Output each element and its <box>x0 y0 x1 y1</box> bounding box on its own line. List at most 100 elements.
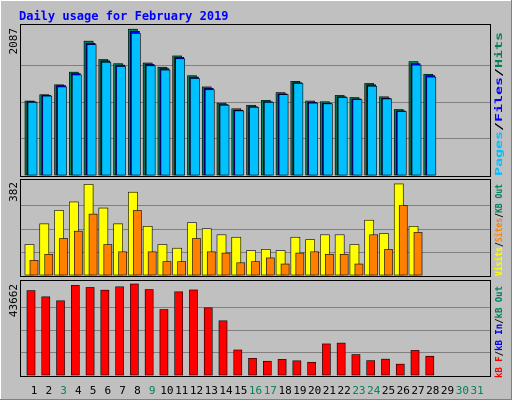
bar-kbf-day-1 <box>26 290 36 376</box>
bar-sites-day-16 <box>251 261 260 276</box>
bar-pages-day-18 <box>278 94 289 176</box>
day-label-19: 19 <box>293 384 306 397</box>
legend-part: / <box>494 242 505 247</box>
day-label-11: 11 <box>175 384 188 397</box>
legend-part: / <box>494 351 505 356</box>
bar-pages-day-10 <box>160 69 171 176</box>
bar-sites-day-9 <box>147 251 157 276</box>
bar-pages-day-20 <box>308 102 318 176</box>
legend-part: kB In <box>494 324 505 351</box>
bar-kbf-day-26 <box>395 363 405 376</box>
day-label-21: 21 <box>323 384 336 397</box>
legend-part: / <box>494 318 505 323</box>
y-max-label-visits_sites: 382 <box>7 182 20 202</box>
bar-sites-day-4 <box>74 230 83 276</box>
bar-pages-day-11 <box>175 58 185 176</box>
legend-part: KB Out <box>494 184 505 213</box>
day-label-9: 9 <box>149 384 156 397</box>
day-label-22: 22 <box>338 384 351 397</box>
bar-pages-day-23 <box>352 99 363 176</box>
day-label-20: 20 <box>308 384 321 397</box>
bar-sites-day-26 <box>398 205 408 276</box>
bar-sites-day-19 <box>295 252 305 276</box>
day-label-1: 1 <box>31 384 38 397</box>
day-label-8: 8 <box>134 384 141 397</box>
bar-kbf-day-9 <box>144 289 154 376</box>
legend-part: Hits <box>493 32 505 68</box>
day-label-7: 7 <box>119 384 126 397</box>
bar-pages-day-4 <box>72 74 82 176</box>
day-label-28: 28 <box>426 384 439 397</box>
bar-sites-day-24 <box>369 234 379 276</box>
day-label-14: 14 <box>219 384 233 397</box>
legend-part: kB F <box>494 356 505 378</box>
bar-visits-day-10 <box>157 244 168 276</box>
bar-pages-day-12 <box>190 78 200 176</box>
bar-kbf-day-22 <box>336 342 346 376</box>
bar-kbf-day-12 <box>189 289 198 376</box>
bar-sites-day-7 <box>118 251 127 276</box>
bar-sites-day-23 <box>354 263 364 276</box>
day-label-17: 17 <box>264 384 277 397</box>
bar-kbf-day-18 <box>277 359 287 376</box>
day-label-10: 10 <box>160 384 173 397</box>
legend-part: kB Out <box>494 286 505 318</box>
bar-sites-day-22 <box>339 254 349 276</box>
day-label-2: 2 <box>45 384 52 397</box>
bar-pages-day-27 <box>411 64 422 176</box>
bar-pages-day-19 <box>293 83 304 176</box>
bar-pages-day-16 <box>249 107 259 176</box>
day-label-24: 24 <box>367 384 381 397</box>
day-label-12: 12 <box>190 384 203 397</box>
bar-kbf-day-3 <box>56 300 65 376</box>
day-label-30: 30 <box>456 384 469 397</box>
bar-visits-day-1 <box>24 244 35 276</box>
bar-visits-day-9 <box>142 226 153 276</box>
bar-kbf-day-2 <box>41 296 51 376</box>
bar-pages-day-13 <box>204 89 215 176</box>
bar-visits-day-23 <box>349 244 360 276</box>
bar-kbf-day-7 <box>115 286 124 376</box>
bar-sites-day-10 <box>162 261 172 276</box>
bar-kbf-day-20 <box>307 361 316 376</box>
bar-pages-day-2 <box>42 95 53 176</box>
bar-pages-day-24 <box>367 85 378 176</box>
bar-visits-day-2 <box>39 223 50 276</box>
bar-kbf-day-6 <box>100 289 110 376</box>
bar-pages-day-28 <box>426 76 437 176</box>
bar-pages-day-15 <box>234 110 245 176</box>
bar-sites-day-13 <box>206 251 216 276</box>
day-label-31: 31 <box>470 384 483 397</box>
bar-pages-day-8 <box>131 33 141 176</box>
bar-pages-day-22 <box>337 97 348 176</box>
bar-pages-day-3 <box>57 86 67 176</box>
bar-kbf-day-15 <box>233 349 243 376</box>
bar-pages-day-25 <box>382 98 392 176</box>
bar-kbf-day-13 <box>203 307 213 376</box>
bar-kbf-day-5 <box>85 287 95 376</box>
bar-kbf-day-17 <box>263 360 272 376</box>
bar-visits-day-7 <box>113 223 123 276</box>
bar-kbf-day-25 <box>381 358 390 376</box>
legend-part: / <box>494 122 505 131</box>
y-max-label-kbf: 43662 <box>7 284 20 317</box>
bar-sites-day-21 <box>325 254 334 276</box>
bar-sites-day-5 <box>88 213 98 276</box>
bar-sites-day-20 <box>310 251 319 276</box>
bar-pages-day-14 <box>219 104 230 176</box>
bar-kbf-day-23 <box>351 354 361 376</box>
day-label-29: 29 <box>441 384 454 397</box>
day-label-25: 25 <box>382 384 395 397</box>
day-label-23: 23 <box>352 384 365 397</box>
bar-pages-day-1 <box>27 102 38 176</box>
bar-kbf-day-10 <box>159 309 169 376</box>
day-label-26: 26 <box>397 384 410 397</box>
day-label-13: 13 <box>205 384 218 397</box>
day-label-3: 3 <box>60 384 67 397</box>
bar-pages-day-6 <box>101 62 112 176</box>
legend-visits_sites: Visits/Sites/KB Out <box>493 184 505 276</box>
bar-kbf-day-8 <box>130 283 139 376</box>
legend-part: Files <box>493 77 505 122</box>
bar-sites-day-27 <box>413 232 423 276</box>
